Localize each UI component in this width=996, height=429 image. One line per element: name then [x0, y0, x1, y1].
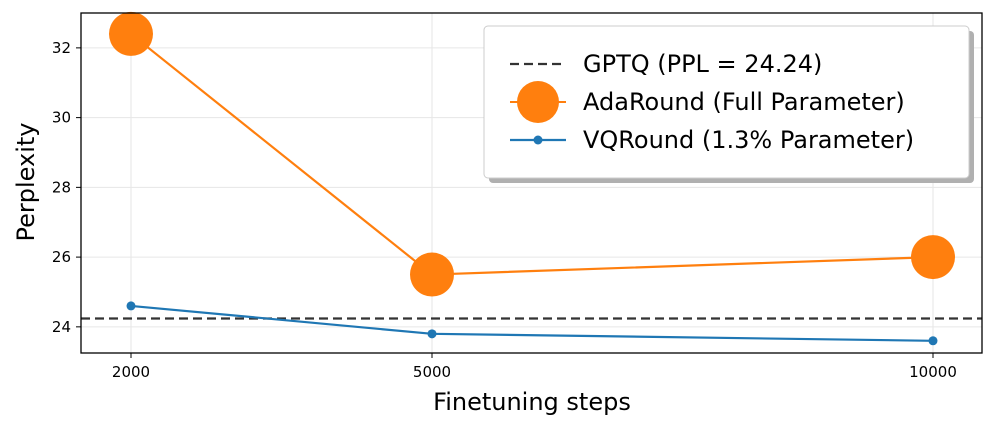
plot-frame — [80, 12, 983, 354]
vqround-data-point — [427, 329, 437, 339]
y-tick-label: 30 — [52, 109, 71, 127]
x-axis-ticks: 2000 5000 10000 — [112, 353, 957, 381]
x-tick-label: 2000 — [112, 363, 150, 381]
y-axis-label: Perplexity — [12, 123, 40, 242]
y-tick-label: 28 — [52, 178, 71, 196]
x-tick-label: 5000 — [413, 363, 451, 381]
x-tick-label: 10000 — [909, 363, 957, 381]
legend-gptq-label: GPTQ (PPL = 24.24) — [583, 50, 822, 78]
adaround-data-point — [109, 11, 153, 56]
legend-adaround-swatch-marker — [517, 81, 559, 123]
vqround-data-point — [126, 301, 136, 311]
y-axis-ticks: 24 26 28 30 32 — [52, 39, 81, 336]
x-axis-label: Finetuning steps — [433, 388, 631, 416]
vqround-data-point — [928, 336, 938, 346]
legend-box — [483, 25, 970, 179]
series-layer — [109, 11, 955, 346]
adaround-data-point — [410, 252, 454, 297]
y-tick-label: 32 — [52, 39, 71, 57]
adaround-data-point — [911, 235, 955, 280]
legend-adaround-label: AdaRound (Full Parameter) — [583, 88, 905, 116]
y-tick-label: 24 — [52, 318, 71, 336]
legend-vqround-swatch-marker — [533, 135, 543, 145]
vqround-series-line — [130, 304, 934, 342]
y-tick-label: 26 — [52, 248, 71, 266]
legend: GPTQ (PPL = 24.24) AdaRound (Full Parame… — [483, 25, 974, 183]
legend-vqround-label: VQRound (1.3% Parameter) — [583, 126, 914, 154]
